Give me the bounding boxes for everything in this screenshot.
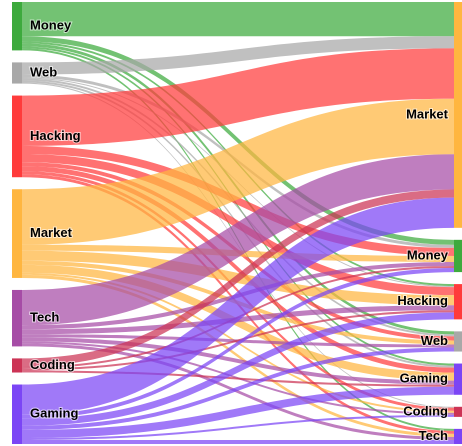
links [22,2,454,444]
source-node [12,189,22,278]
link [22,98,454,245]
source-node [12,2,22,51]
link [22,166,454,373]
source-node [12,358,22,373]
target-node [454,2,462,228]
target-label: Money [407,247,449,262]
target-label: Coding [403,403,448,418]
target-label: Market [406,106,449,121]
target-node [454,406,462,417]
link [22,337,454,385]
source-label: Web [30,64,57,79]
link [22,347,454,430]
link [22,370,454,387]
source-label: Market [30,225,73,240]
source-node [12,95,22,178]
link [22,386,454,438]
link [22,78,454,337]
link [22,197,454,415]
link [22,145,454,256]
source-label: Coding [30,357,75,372]
target-node [454,284,462,320]
source-node [12,62,22,84]
link [22,268,454,419]
target-label: Tech [419,428,448,443]
target-node [454,363,462,395]
target-node [454,428,462,444]
source-label: Hacking [30,128,81,143]
source-label: Gaming [30,406,78,421]
source-label: Tech [30,310,59,325]
target-label: Hacking [397,293,448,308]
link [22,264,454,381]
source-label: Money [30,18,72,33]
target-label: Gaming [400,371,448,386]
link [22,274,454,437]
link [22,310,454,371]
source-node [12,384,22,444]
link [22,439,454,444]
link [22,36,454,245]
source-node [12,289,22,347]
target-node [454,239,462,273]
link [22,414,454,440]
target-label: Web [421,333,448,348]
link [22,46,454,366]
link [22,2,454,37]
link [22,154,454,326]
link [22,36,454,75]
link [22,189,454,367]
target-node [454,331,462,352]
link [22,343,454,440]
link [22,312,454,426]
nodes: Money Web Hacking Market Tech Coding Gaming Mar… [12,2,462,444]
link [22,171,454,411]
link [22,48,454,146]
